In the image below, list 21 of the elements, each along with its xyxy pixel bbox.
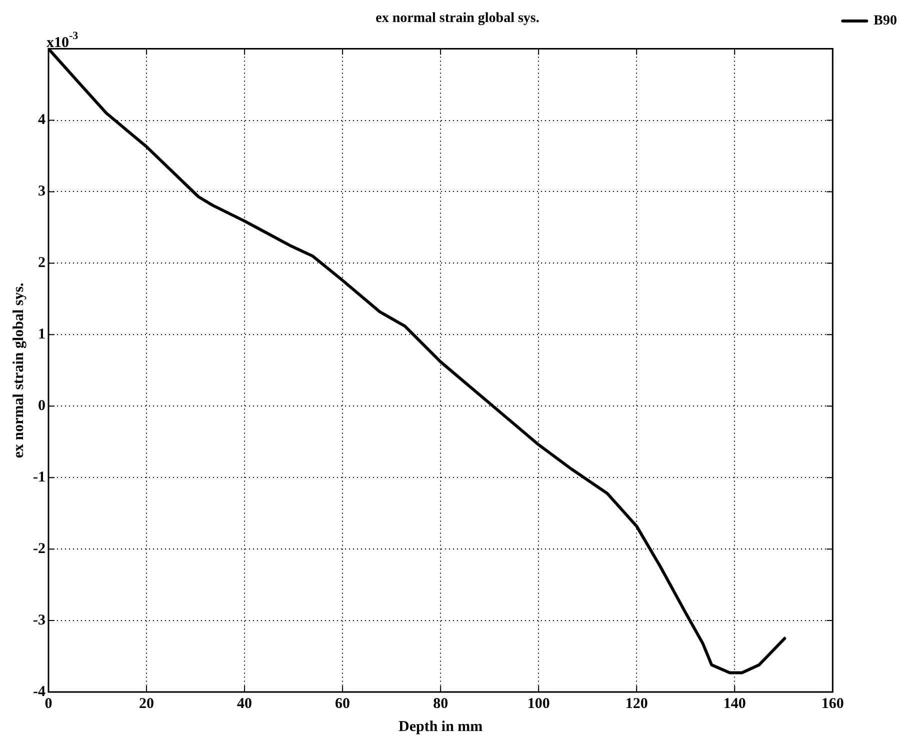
x-tick-label: 60 (335, 696, 350, 712)
y-tick-label: -3 (32, 612, 46, 628)
chart-title: ex normal strain global sys. (376, 11, 540, 26)
x-tick-label: 120 (625, 696, 648, 712)
x-tick-label: 100 (527, 696, 550, 712)
y-tick-label: 2 (38, 255, 46, 272)
x-tick-label: 20 (139, 696, 154, 712)
y-tick-label: -2 (32, 540, 46, 557)
x-tick-label: 80 (433, 696, 448, 712)
y-tick-label: 4 (38, 112, 46, 128)
y-tick-label: 3 (38, 184, 46, 200)
y-tick-label: 1 (38, 326, 46, 343)
y-tick-label: 0 (38, 398, 46, 414)
x-axis-title: Depth in mm (398, 718, 484, 735)
y-tick-label: -1 (32, 469, 46, 486)
y-axis-title: ex normal strain global sys. (10, 282, 27, 458)
x-tick-label: 160 (821, 696, 844, 712)
x-tick-label: 40 (237, 696, 252, 712)
x-tick-label: 140 (723, 696, 746, 712)
y-tick-label: -4 (32, 684, 46, 700)
legend-label: B90 (874, 14, 898, 29)
